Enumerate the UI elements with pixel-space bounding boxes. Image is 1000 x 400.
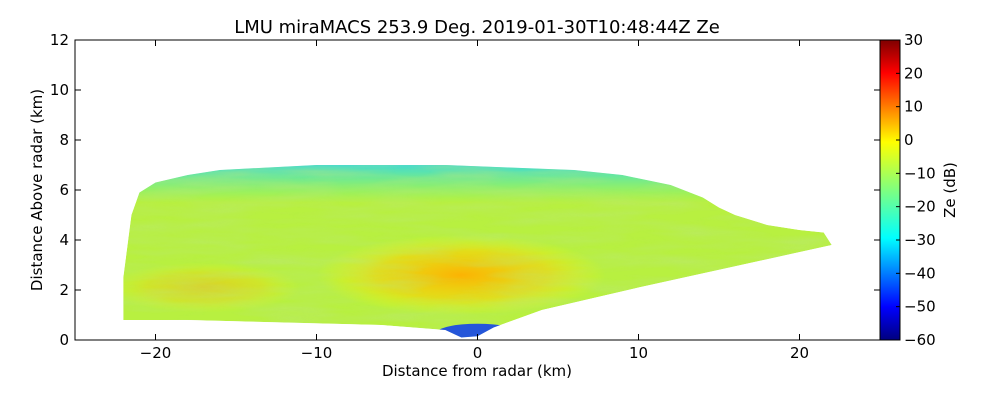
colorbar	[879, 39, 901, 341]
x-axis-ticks: −20 −10 0 10 20	[140, 40, 809, 362]
x-tick-label: 20	[790, 344, 809, 362]
colorbar-tick-label: −60	[904, 331, 936, 349]
x-tick-label: 10	[629, 344, 648, 362]
colorbar-tick-label: 10	[904, 98, 923, 116]
y-tick-label: 10	[50, 81, 69, 99]
y-axis-ticks: 0 2 4 6 8 10 12	[50, 31, 880, 349]
y-tick-label: 2	[59, 281, 69, 299]
y-tick-label: 12	[50, 31, 69, 49]
colorbar-tick-label: 0	[904, 131, 914, 149]
x-tick-label: −10	[301, 344, 333, 362]
colorbar-ticks: 30 20 10 0 −10 −20 −30 −40 −50 −60	[896, 31, 936, 349]
colorbar-tick-label: −10	[904, 164, 936, 182]
colorbar-tick-label: 20	[904, 64, 923, 82]
y-tick-label: 6	[59, 181, 69, 199]
x-tick-label: −20	[140, 344, 172, 362]
colorbar-tick-label: 30	[904, 31, 923, 49]
x-tick-label: 0	[473, 344, 483, 362]
colorbar-tick-label: −20	[904, 198, 936, 216]
colorbar-tick-label: −50	[904, 298, 936, 316]
colorbar-label: Ze (dB)	[941, 162, 959, 218]
colorbar-tick-label: −40	[904, 264, 936, 282]
y-tick-label: 0	[59, 331, 69, 349]
chart-title: LMU miraMACS 253.9 Deg. 2019-01-30T10:48…	[234, 17, 720, 38]
y-tick-label: 4	[59, 231, 69, 249]
y-axis-label: Distance Above radar (km)	[28, 89, 46, 291]
colorbar-tick-label: −30	[904, 231, 936, 249]
y-tick-label: 8	[59, 131, 69, 149]
x-axis-label: Distance from radar (km)	[382, 362, 572, 380]
